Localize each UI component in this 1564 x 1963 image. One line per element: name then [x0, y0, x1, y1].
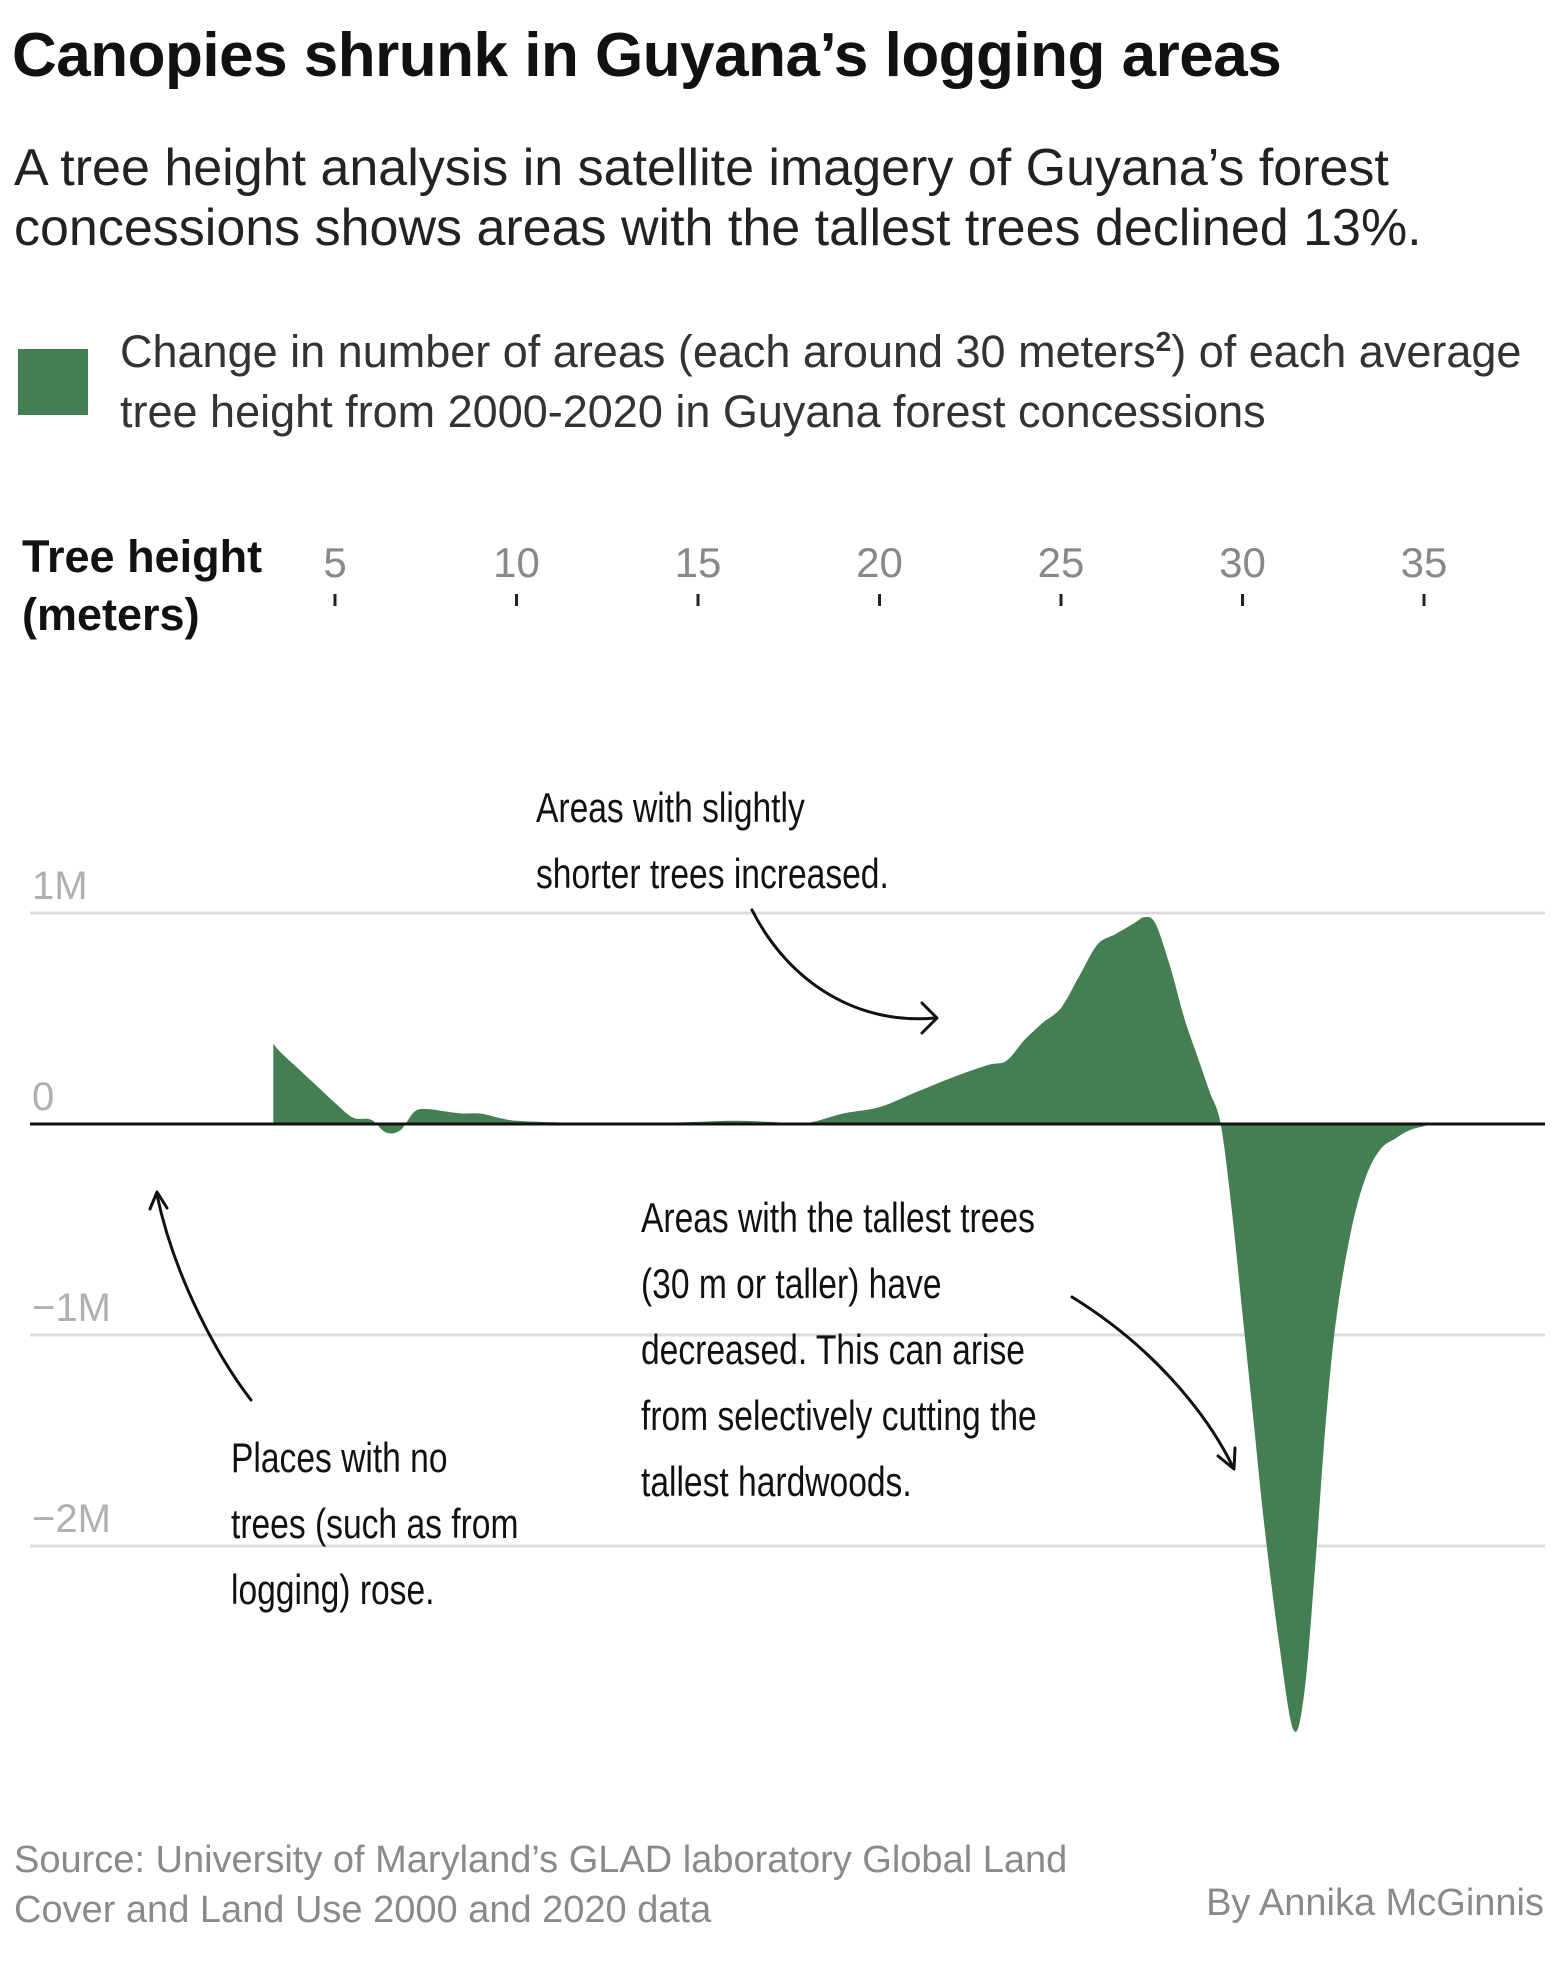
legend-superscript: 2: [1155, 326, 1172, 357]
chart-title: Canopies shrunk in Guyana’s logging area…: [12, 21, 1282, 90]
x-axis: 5 10 15 20 25 30 35: [323, 539, 1447, 606]
arrowhead-tallest-trees: [1216, 1446, 1237, 1471]
area-layer: [273, 917, 1435, 1732]
arrow-no-trees: [155, 1193, 253, 1402]
area-series: [273, 917, 1435, 1732]
x-axis-title-line-1: Tree height: [22, 531, 262, 582]
annotation-no-trees-line-1: Places with no: [231, 1436, 448, 1482]
annotation-tallest-trees: Areas with the tallest trees (30 m or ta…: [641, 1196, 1037, 1506]
byline: By Annika McGinnis: [1206, 1882, 1544, 1924]
legend-text-before: Change in number of areas (each around 3…: [120, 326, 1156, 377]
x-tick-label: 30: [1219, 539, 1266, 586]
legend-text-after: ) of each average tree height from 2000-…: [120, 326, 1522, 437]
annotation-tallest-trees-line-3: decreased. This can arise: [641, 1328, 1025, 1374]
x-tick-label: 15: [675, 539, 722, 586]
arrow-tallest-trees: [1070, 1295, 1235, 1469]
annotation-shorter-trees: Areas with slightly shorter trees increa…: [536, 786, 889, 898]
annotation-shorter-trees-line-2: shorter trees increased.: [536, 852, 889, 898]
x-tick-label: 5: [323, 539, 346, 586]
source-note: Source: University of Maryland’s GLAD la…: [14, 1839, 1068, 1931]
x-tick-label: 25: [1038, 539, 1085, 586]
legend-swatch: [18, 349, 88, 415]
x-tick-label: 35: [1401, 539, 1448, 586]
y-tick-label: −2M: [32, 1497, 111, 1541]
x-axis-title-line-2: (meters): [22, 589, 200, 640]
x-tick-label: 10: [493, 539, 540, 586]
arrowhead-shorter-trees: [920, 1001, 939, 1035]
legend-text: Change in number of areas (each around 3…: [120, 322, 1540, 442]
y-tick-label: 1M: [32, 864, 88, 908]
annotation-shorter-trees-line-1: Areas with slightly: [536, 786, 805, 832]
annotation-tallest-trees-line-4: from selectively cutting the: [641, 1394, 1037, 1440]
y-tick-label: −1M: [32, 1286, 111, 1330]
annotation-no-trees-line-2: trees (such as from: [231, 1502, 518, 1548]
x-tick-label: 20: [856, 539, 903, 586]
arrowhead-no-trees: [148, 1190, 169, 1211]
annotation-tallest-trees-line-2: (30 m or taller) have: [641, 1262, 942, 1308]
y-tick-label: 0: [32, 1075, 54, 1119]
annotation-tallest-trees-line-1: Areas with the tallest trees: [641, 1196, 1035, 1242]
annotation-no-trees: Places with no trees (such as from loggi…: [231, 1436, 518, 1614]
y-axis-labels: 1M 0 −1M −2M: [32, 864, 111, 1541]
arrow-shorter-trees: [750, 908, 937, 1021]
annotation-tallest-trees-line-5: tallest hardwoods.: [641, 1460, 912, 1506]
annotation-no-trees-line-3: logging) rose.: [231, 1568, 434, 1614]
chart-subtitle: A tree height analysis in satellite imag…: [14, 139, 1422, 257]
